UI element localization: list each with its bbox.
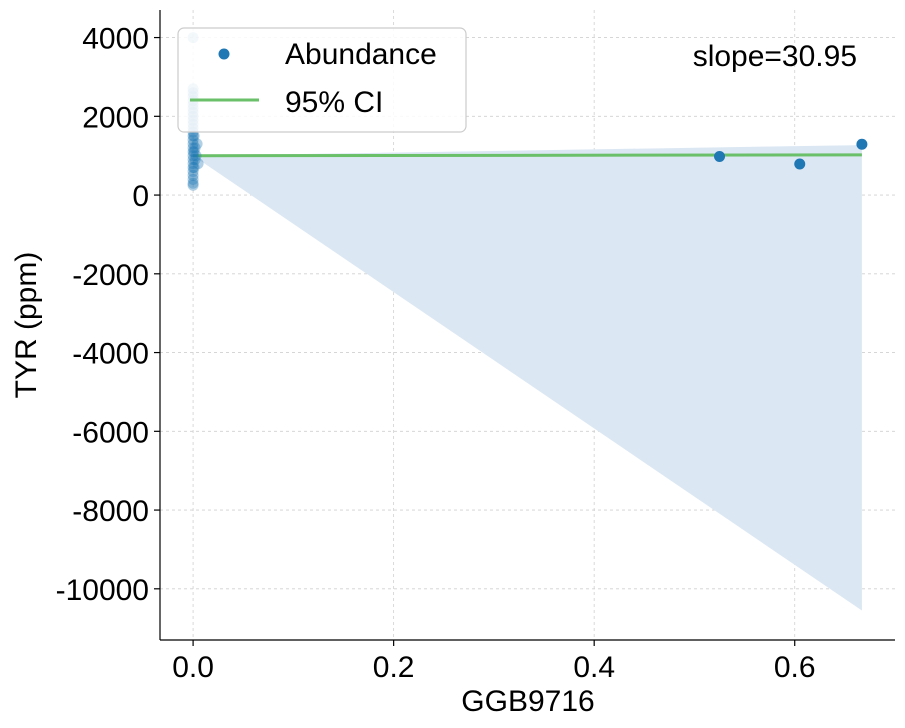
data-point	[188, 130, 200, 142]
data-point	[187, 177, 199, 189]
legend-label-ci: 95% CI	[285, 86, 383, 119]
data-point	[187, 154, 199, 166]
y-axis-ticks: 4000 2000 0 -2000 -4000 -6000 -8000 -10000	[56, 23, 160, 607]
data-point	[187, 162, 199, 173]
data-point	[189, 142, 201, 154]
data-point	[187, 130, 199, 142]
x-tick-label: 0.2	[373, 651, 415, 684]
axes	[159, 10, 895, 641]
y-tick-label: 4000	[82, 23, 149, 56]
y-tick-label: -10000	[56, 574, 149, 607]
data-point	[187, 146, 199, 158]
legend-frame	[177, 27, 467, 133]
data-point	[188, 162, 200, 173]
slope-annotation: slope=30.95	[693, 40, 857, 73]
data-point	[187, 138, 199, 150]
data-point	[187, 150, 199, 162]
legend: Abundance 95% CI	[177, 27, 467, 133]
data-point	[190, 150, 202, 162]
x-axis-label: GGB9716	[461, 685, 594, 718]
data-point	[187, 173, 199, 185]
data-point	[794, 158, 806, 170]
y-tick-label: -4000	[72, 338, 149, 371]
y-tick-label: -6000	[72, 416, 149, 449]
data-point	[856, 138, 868, 150]
x-tick-label: 0.4	[573, 651, 615, 684]
data-point	[191, 138, 203, 150]
data-point	[187, 158, 199, 170]
legend-marker-abundance	[218, 48, 230, 60]
data-point	[187, 179, 199, 191]
y-axis-label: TYR (ppm)	[10, 252, 43, 399]
x-axis-ticks: 0.0 0.2 0.4 0.6	[172, 640, 816, 684]
data-point	[188, 146, 200, 158]
y-tick-label: -8000	[72, 495, 149, 528]
data-point	[187, 134, 199, 146]
data-point	[189, 154, 201, 166]
x-tick-label: 0.0	[172, 651, 214, 684]
y-tick-label: 2000	[82, 101, 149, 134]
data-point	[187, 142, 199, 154]
y-tick-label: 0	[132, 180, 149, 213]
data-point	[714, 150, 726, 162]
x-tick-label: 0.6	[774, 651, 816, 684]
data-point	[192, 158, 204, 170]
regression-line	[193, 153, 862, 158]
data-point	[187, 169, 199, 181]
y-tick-label: -2000	[72, 259, 149, 292]
confidence-band	[193, 145, 862, 611]
data-point	[187, 165, 199, 177]
legend-label-abundance: Abundance	[285, 38, 437, 71]
